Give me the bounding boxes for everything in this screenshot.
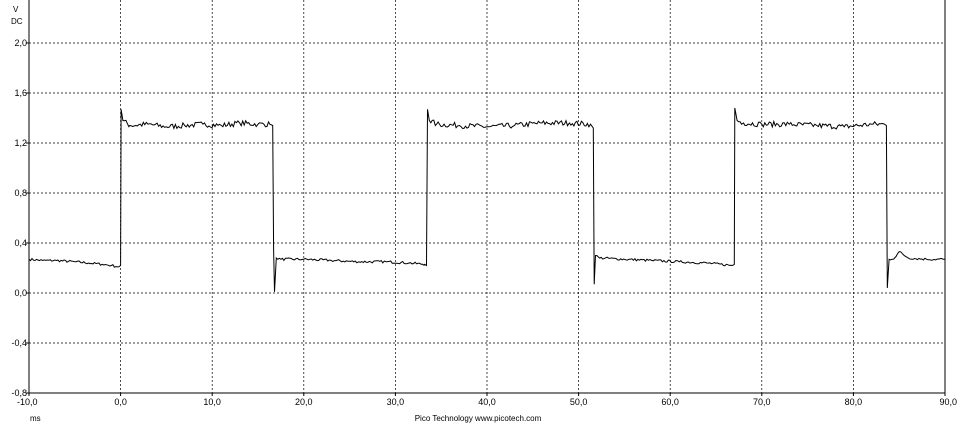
y-tick-label: 1,2 [14, 138, 27, 148]
x-tick-label: 0,0 [114, 397, 127, 407]
x-tick-label: 30,0 [387, 397, 405, 407]
y-tick-label: 1,6 [14, 88, 27, 98]
x-tick-label: 80,0 [845, 397, 863, 407]
x-tick-label: 50,0 [570, 397, 588, 407]
y-tick-label: 0,8 [14, 188, 27, 198]
y-tick-label: 2,0 [14, 38, 27, 48]
y-unit-label: V [13, 5, 19, 14]
voltage-trace [28, 107, 945, 292]
x-tick-label: 70,0 [753, 397, 771, 407]
grid [29, 0, 945, 393]
x-tick-label: 10,0 [203, 397, 221, 407]
y-tick-label: 0,0 [14, 288, 27, 298]
x-tick-label: 20,0 [295, 397, 313, 407]
y-tick-label: -0,8 [11, 388, 27, 398]
x-axis-ticks: -10,0 0,0 10,0 20,0 30,0 40,0 50,0 60,0 70,0 80,0… [17, 393, 957, 407]
x-tick-label: 90,0 [939, 397, 957, 407]
x-tick-label: -10,0 [17, 397, 38, 407]
plot-frame [28, 0, 946, 394]
x-tick-label: 40,0 [478, 397, 496, 407]
y-tick-label: 0,4 [14, 238, 27, 248]
x-tick-label: 60,0 [661, 397, 679, 407]
y-axis-ticks: 2,0 1,6 1,2 0,8 0,4 0,0 -0,4 -0,8 [11, 38, 29, 398]
y-coupling-label: DC [11, 17, 23, 26]
y-tick-label: -0,4 [11, 338, 27, 348]
credit-text: Pico Technology www.picotech.com [415, 414, 542, 423]
x-unit-label: ms [30, 414, 41, 423]
